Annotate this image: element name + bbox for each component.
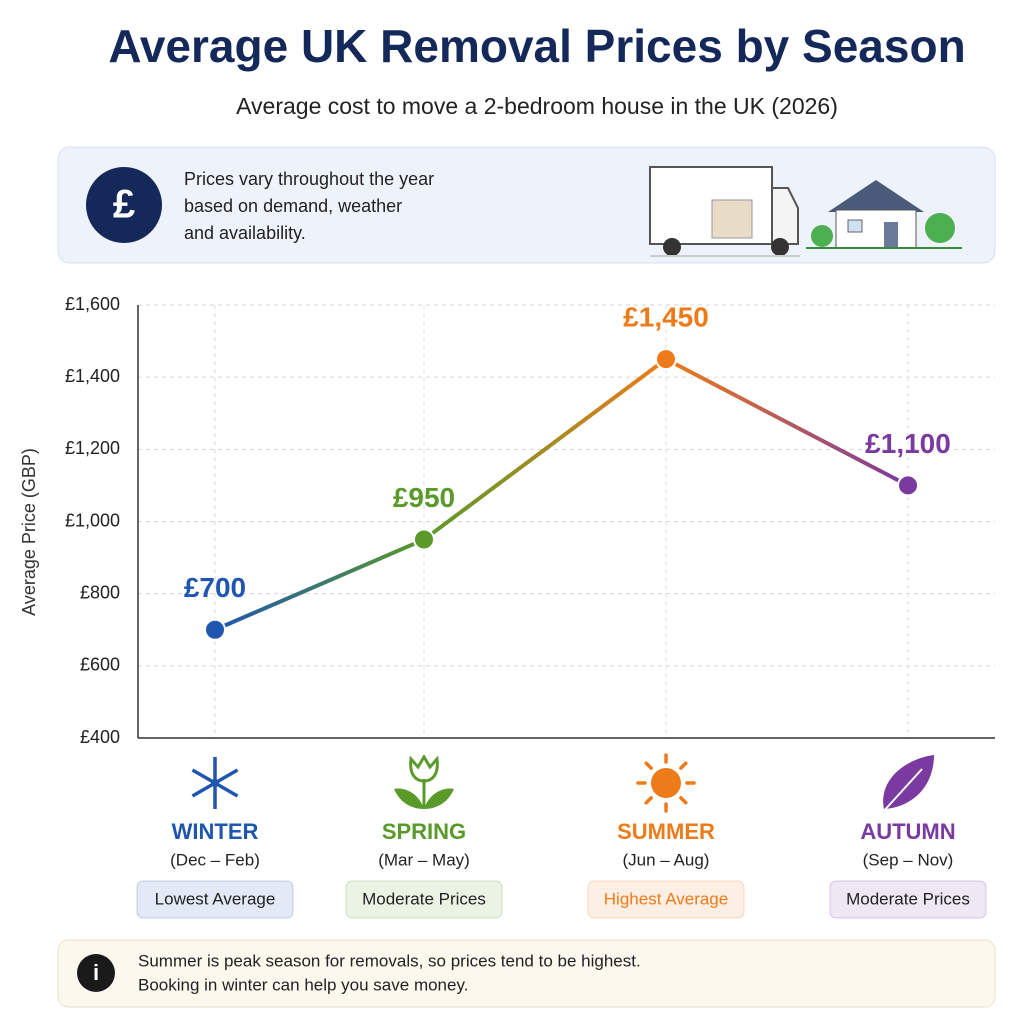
season-badge — [136, 880, 294, 919]
sun-core — [651, 768, 681, 798]
season-badge-label: Moderate Prices — [846, 889, 970, 908]
info-icon — [77, 954, 115, 992]
leaf-vein — [881, 768, 923, 814]
intro-line: and availability. — [184, 223, 306, 243]
data-label: £1,450 — [623, 302, 709, 333]
season-period: (Dec – Feb) — [170, 850, 260, 869]
y-tick-label: £1,000 — [65, 510, 120, 530]
sun-ray — [679, 761, 688, 770]
season-period: (Jun – Aug) — [623, 850, 710, 869]
y-tick-label: £1,600 — [65, 294, 120, 314]
tulip-flower — [409, 754, 439, 783]
note-line: Booking in winter can help you save mone… — [138, 975, 468, 994]
x-tick-label: SPRING — [382, 819, 466, 844]
data-point — [204, 618, 226, 641]
y-tick-label: £400 — [80, 727, 120, 747]
subtitle: Average cost to move a 2-bedroom house i… — [236, 93, 838, 119]
season-icon — [394, 754, 454, 809]
house-illustration — [806, 180, 962, 249]
season-badge-label: Lowest Average — [155, 889, 276, 908]
x-tick-label: SUMMER — [617, 819, 715, 844]
note-box — [57, 939, 996, 1008]
sun-ray — [679, 796, 688, 805]
data-label: £1,100 — [865, 428, 951, 459]
sun-ray — [644, 761, 653, 770]
season-icon — [636, 753, 696, 813]
y-tick-label: £600 — [80, 655, 120, 675]
y-axis-label: Average Price (GBP) — [19, 448, 39, 616]
season-period: (Mar – May) — [378, 850, 470, 869]
tulip-leaf — [424, 788, 454, 809]
season-badge — [587, 880, 745, 919]
season-icon — [191, 757, 239, 809]
data-point — [897, 474, 919, 497]
y-tick-label: £1,200 — [65, 438, 120, 458]
x-tick-label: WINTER — [172, 819, 259, 844]
x-tick-label: AUTUMN — [860, 819, 955, 844]
season-period: (Sep – Nov) — [863, 850, 954, 869]
data-point — [413, 528, 435, 551]
season-icon — [881, 755, 934, 814]
snowflake-core — [211, 779, 219, 787]
price-line — [214, 357, 909, 632]
y-tick-label: £1,400 — [65, 366, 120, 386]
note-line: Summer is peak season for removals, so p… — [138, 951, 641, 970]
season-badge-label: Highest Average — [604, 889, 728, 908]
leaf — [883, 755, 934, 809]
season-badge — [829, 880, 987, 919]
data-label: £950 — [393, 482, 455, 513]
pound-icon — [86, 167, 162, 243]
pound-symbol: £ — [113, 183, 135, 227]
truck-illustration — [649, 166, 800, 257]
intro-line: Prices vary throughout the year — [184, 169, 434, 189]
info-symbol: i — [93, 960, 99, 985]
sun-ray — [644, 796, 653, 805]
title: Average UK Removal Prices by Season — [108, 20, 965, 72]
tulip-leaf — [394, 788, 424, 809]
intro-line: based on demand, weather — [184, 196, 402, 216]
season-badge-label: Moderate Prices — [362, 889, 486, 908]
data-point — [655, 348, 677, 371]
data-label: £700 — [184, 572, 246, 603]
season-badge — [345, 880, 503, 919]
y-tick-label: £800 — [80, 582, 120, 602]
